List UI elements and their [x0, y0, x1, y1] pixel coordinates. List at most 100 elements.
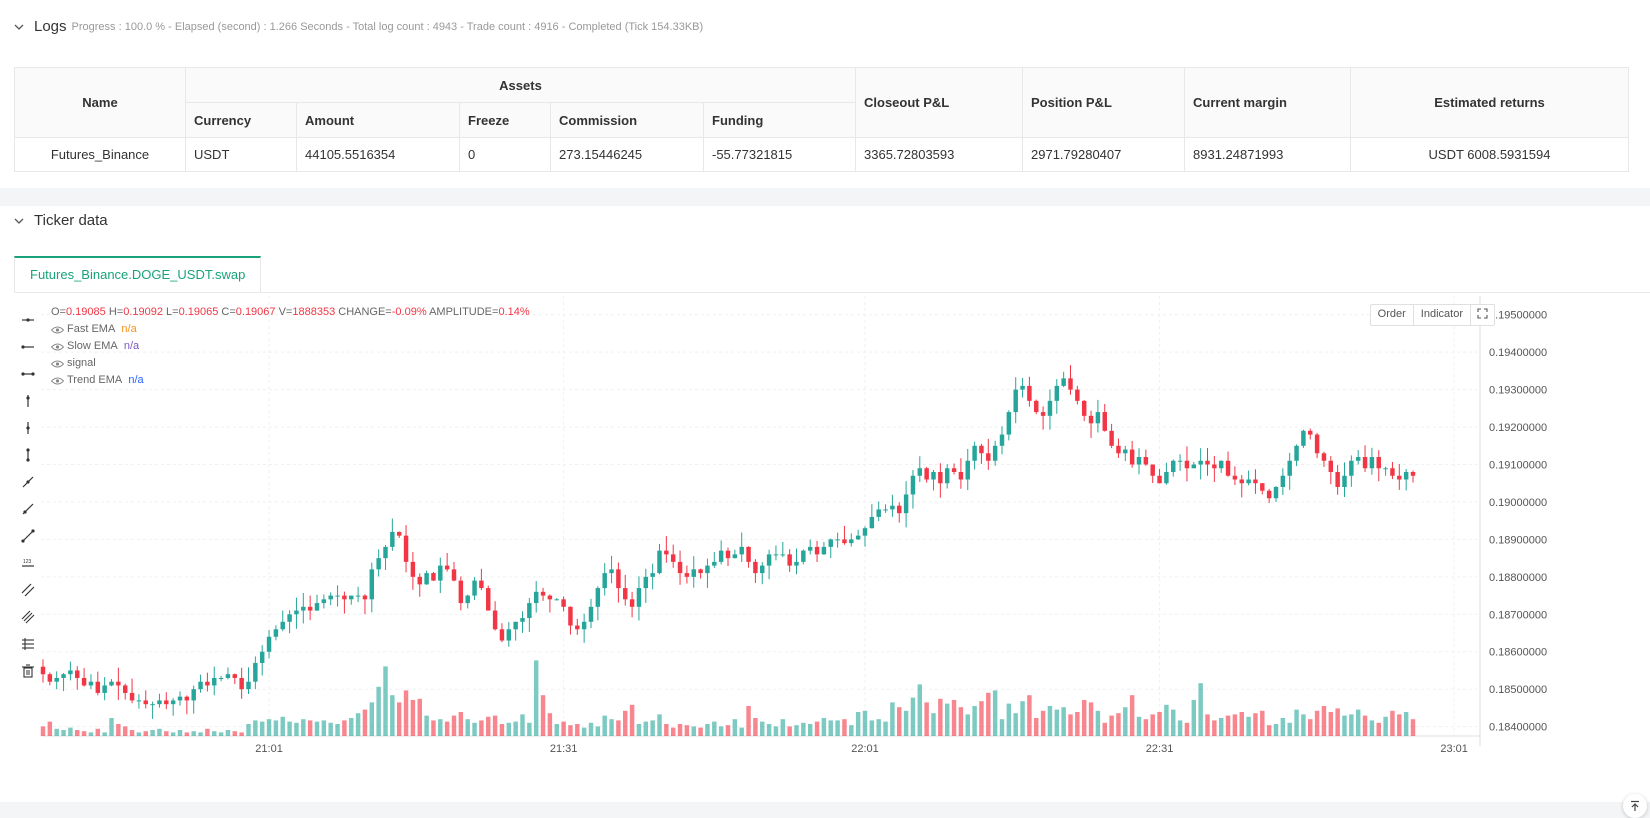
volume-bar	[54, 728, 59, 736]
candle-body	[732, 554, 738, 559]
candle-body	[1040, 412, 1046, 416]
indicator-button[interactable]: Indicator	[1414, 305, 1471, 325]
chart-area[interactable]: 0.19500000 0.19400000 0.19300000 0.19200000…	[0, 296, 1650, 802]
candle-body	[1198, 460, 1203, 465]
volume-bar	[787, 726, 792, 736]
eye-icon[interactable]	[51, 326, 64, 334]
ticker-panel: Ticker data Futures_Binance.DOGE_USDT.sw…	[0, 206, 1650, 818]
volume-bar	[1198, 683, 1203, 736]
volume-bar	[739, 727, 744, 736]
indicator-signal[interactable]: signal	[51, 355, 530, 372]
candle-body	[938, 472, 943, 484]
volume-bar	[670, 727, 676, 736]
y-tick-label: 0.18800000	[1489, 572, 1547, 584]
indicator-fast-ema[interactable]: Fast EMA n/a	[51, 321, 530, 338]
scroll-to-top-button[interactable]	[1623, 794, 1647, 818]
candle-body	[657, 550, 662, 574]
trash-icon[interactable]	[18, 657, 38, 684]
candle-body	[718, 550, 724, 562]
logs-header[interactable]: Logs Progress : 100.0 % - Elapsed (secon…	[14, 18, 703, 35]
volume-bar	[1342, 715, 1347, 736]
vertical-segment-icon[interactable]	[18, 441, 38, 468]
volume-bar	[75, 730, 80, 736]
candle-body	[1383, 468, 1388, 470]
candle-body	[1314, 434, 1320, 454]
y-tick-label: 0.19300000	[1489, 385, 1547, 397]
candle-body	[1369, 457, 1375, 469]
volume-bar	[410, 700, 416, 736]
y-tick-label: 0.19100000	[1489, 460, 1547, 472]
horizontal-ray-icon[interactable]	[18, 306, 38, 333]
fibonacci-icon[interactable]	[18, 630, 38, 657]
indicator-trend-ema[interactable]: Trend EMA n/a	[51, 372, 530, 389]
candle-body	[540, 591, 546, 596]
ticker-header[interactable]: Ticker data	[14, 212, 108, 229]
indicator-value: n/a	[123, 340, 140, 352]
ray-line-icon[interactable]	[18, 495, 38, 522]
candle-body	[821, 546, 827, 555]
volume-bar	[718, 726, 724, 736]
chevron-down-icon[interactable]	[14, 22, 24, 32]
horizontal-segment-icon[interactable]	[18, 360, 38, 387]
candle-body	[924, 468, 929, 480]
volume-bar	[1088, 702, 1094, 736]
volume-bar	[465, 719, 470, 736]
volume-bar	[1047, 706, 1053, 736]
order-button[interactable]: Order	[1371, 305, 1414, 325]
volume-bar	[205, 728, 210, 736]
candle-body	[472, 580, 477, 596]
candle-body	[1171, 460, 1176, 472]
indicator-name: Fast EMA	[67, 323, 116, 335]
channel-icon[interactable]	[18, 603, 38, 630]
candle-body	[1342, 475, 1347, 487]
trend-line-icon[interactable]	[18, 468, 38, 495]
volume-bar	[992, 690, 998, 736]
parallel-lines-icon[interactable]	[18, 576, 38, 603]
horizontal-line-icon[interactable]	[18, 333, 38, 360]
volume-bar	[766, 724, 772, 736]
volume-bar	[657, 714, 662, 736]
volume-bar	[595, 726, 601, 736]
candle-body	[198, 681, 203, 690]
candle-body	[588, 606, 594, 622]
high-label: H=	[108, 306, 124, 318]
candle-body	[81, 677, 87, 686]
volume-bar	[1177, 720, 1183, 736]
eye-icon[interactable]	[51, 377, 64, 385]
candle-body	[1164, 472, 1169, 484]
candle-body	[561, 599, 566, 607]
volume-bar	[698, 727, 703, 736]
volume-bar	[61, 730, 66, 736]
candle-body	[849, 539, 854, 544]
indicator-value: n/a	[121, 323, 137, 335]
eye-icon[interactable]	[51, 360, 64, 368]
chevron-down-icon[interactable]	[14, 216, 24, 226]
vertical-line-icon[interactable]	[18, 414, 38, 441]
candle-body	[61, 674, 66, 678]
volume-bar	[527, 722, 532, 736]
tab-doge-usdt-swap[interactable]: Futures_Binance.DOGE_USDT.swap	[14, 256, 262, 292]
candle-body	[1376, 457, 1381, 469]
volume-bar	[1129, 695, 1135, 736]
volume-bar	[1109, 715, 1114, 736]
volume-bar	[1006, 703, 1012, 736]
candle-body	[1308, 430, 1313, 435]
volume-bar	[157, 728, 162, 736]
candle-body	[1177, 460, 1183, 462]
fullscreen-icon[interactable]	[1471, 305, 1494, 325]
x-tick-label: 21:31	[550, 743, 578, 755]
segment-line-icon[interactable]	[18, 522, 38, 549]
candle-body	[691, 569, 696, 577]
volume-bar	[259, 721, 265, 736]
y-tick-label: 0.18400000	[1489, 722, 1547, 734]
candle-body	[259, 651, 265, 663]
eye-icon[interactable]	[51, 343, 64, 351]
vertical-ray-icon[interactable]	[18, 387, 38, 414]
price-line-icon[interactable]: 123	[18, 549, 38, 576]
volume-bar	[520, 714, 525, 736]
indicator-slow-ema[interactable]: Slow EMA n/a	[51, 338, 530, 355]
volume-bar	[705, 724, 710, 736]
volume-bar	[979, 701, 984, 736]
candlestick-chart[interactable]: 0.19500000 0.19400000 0.19300000 0.19200000…	[0, 296, 1650, 802]
volume-bar	[116, 724, 121, 736]
